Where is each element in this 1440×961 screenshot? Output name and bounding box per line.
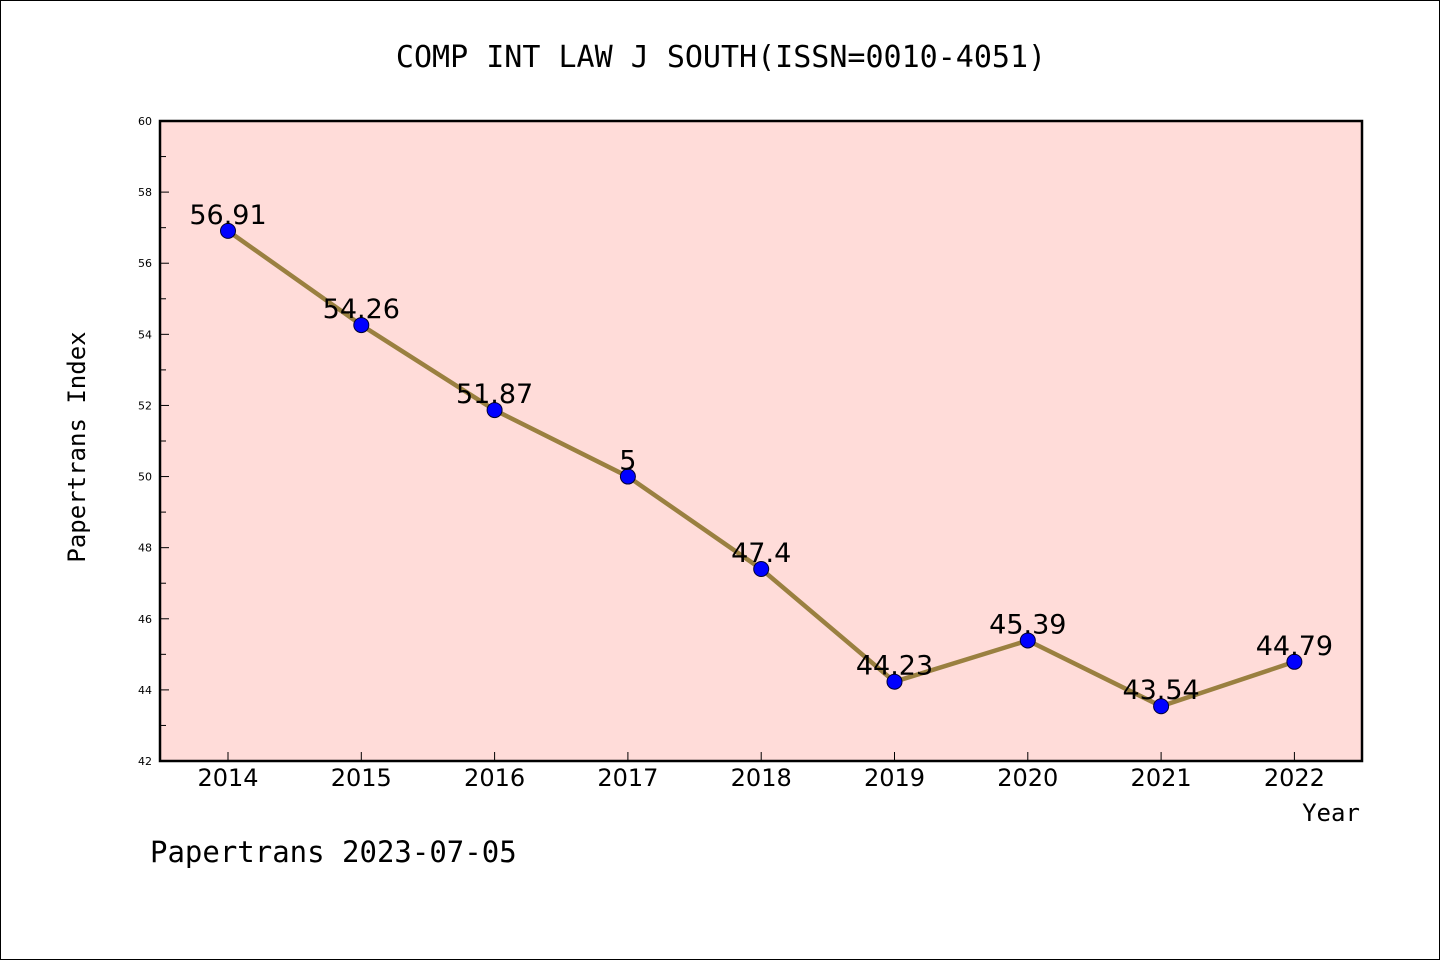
x-tick-label: 2014 — [197, 764, 258, 792]
data-label: 56.91 — [189, 200, 266, 231]
data-point — [1153, 698, 1170, 715]
data-point — [220, 222, 236, 239]
data-labels: 56.91 54.26 51.87 5 47.4 44.23 45.39 43.54 44.79 — [189, 200, 1333, 706]
data-label: 44.79 — [1256, 631, 1333, 662]
data-label: 51.87 — [456, 379, 533, 410]
x-tick-label: 2021 — [1131, 764, 1192, 792]
x-axis: 2014 2015 2016 2017 2018 2019 2020 2021 2022 — [197, 752, 1325, 792]
y-tick-label: 48 — [138, 542, 152, 555]
y-tick-label: 58 — [138, 186, 152, 199]
data-point — [353, 317, 370, 334]
y-tick-label: 46 — [138, 613, 152, 626]
plot-border — [158, 119, 1364, 763]
x-tick-label: 2017 — [597, 764, 658, 792]
data-point — [619, 468, 636, 485]
data-point — [1286, 653, 1303, 670]
x-axis-label: Year — [1302, 799, 1360, 827]
y-tick-label: 60 — [138, 115, 152, 128]
y-axis: 42 44 46 48 50 52 54 56 58 60 — [138, 115, 169, 768]
data-point — [886, 673, 903, 690]
x-tick-label: 2016 — [464, 764, 525, 792]
data-label: 54.26 — [323, 294, 400, 325]
data-label: 5 — [619, 446, 636, 477]
y-tick-label: 54 — [138, 328, 152, 341]
data-label: 47.4 — [731, 538, 791, 569]
data-label: 44.23 — [856, 651, 933, 682]
plot-area — [160, 121, 1362, 761]
data-points — [220, 222, 1303, 715]
x-tick-label: 2018 — [731, 764, 792, 792]
y-tick-label: 52 — [138, 399, 152, 412]
data-point — [486, 402, 503, 419]
data-point — [753, 561, 770, 577]
x-tick-label: 2015 — [331, 764, 392, 792]
y-tick-label: 56 — [138, 257, 152, 270]
data-label: 45.39 — [989, 609, 1066, 640]
x-tick-label: 2022 — [1264, 764, 1325, 792]
y-tick-label: 50 — [138, 471, 152, 484]
chart-title: COMP INT LAW J SOUTH(ISSN=0010-4051) — [396, 40, 1046, 75]
footer-credit: Papertrans 2023-07-05 — [150, 835, 517, 869]
data-point — [1019, 632, 1036, 649]
x-tick-label: 2020 — [997, 764, 1058, 792]
y-tick-label: 44 — [138, 684, 152, 697]
x-tick-label: 2019 — [864, 764, 925, 792]
data-label: 43.54 — [1122, 675, 1199, 706]
y-tick-label: 42 — [138, 755, 152, 768]
y-axis-label: Papertrans Index — [63, 331, 91, 562]
